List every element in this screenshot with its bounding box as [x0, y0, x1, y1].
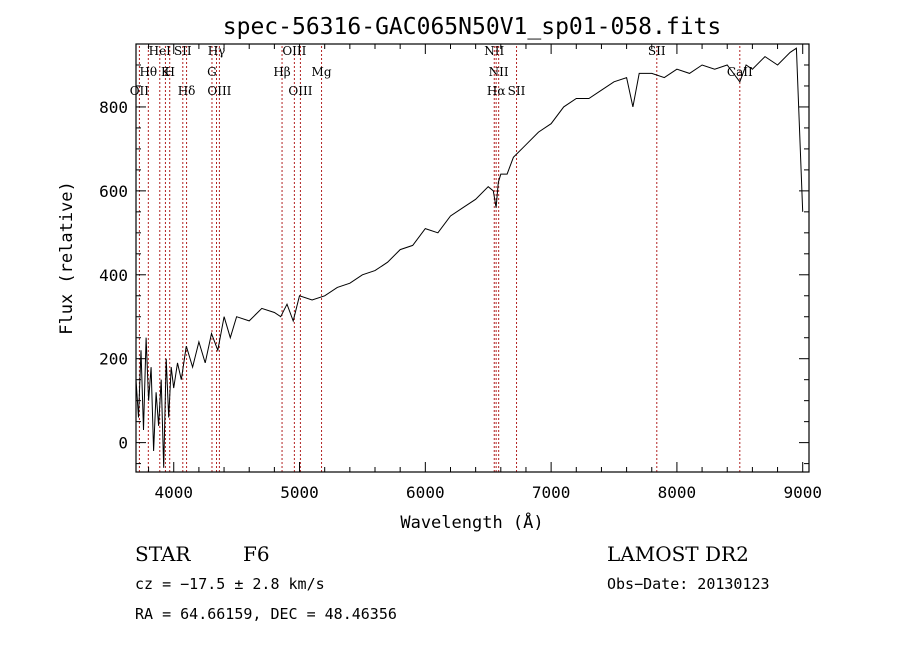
x-tick-label: 4000 — [154, 483, 193, 502]
x-tick-label: 7000 — [532, 483, 571, 502]
survey-release: LAMOST DR2 — [607, 542, 749, 566]
spectral-line-label: OII — [130, 84, 150, 98]
y-tick-label: 0 — [118, 434, 128, 453]
spectral-line-label: NII — [489, 65, 509, 79]
object-subclass: F6 — [243, 542, 270, 566]
spectral-line-label: G — [207, 65, 217, 79]
spectral-line-label: SII — [648, 44, 666, 58]
chart-title: spec-56316-GAC065N50V1_sp01-058.fits — [223, 14, 722, 40]
spectral-line-label: HeI — [149, 44, 172, 58]
spectral-line-label: OIII — [288, 84, 312, 98]
spectral-line-label: Hβ — [273, 65, 290, 79]
flux-spectrum-line — [135, 47, 804, 468]
spectral-line-label: Hδ — [178, 84, 196, 98]
plot-frame — [135, 43, 810, 473]
spectral-line-label: Mg — [312, 65, 332, 79]
x-tick-label: 8000 — [658, 483, 697, 502]
redshift-cz: cz = −17.5 ± 2.8 km/s — [135, 575, 325, 593]
y-tick-label: 400 — [99, 266, 128, 285]
spectral-line-label: OIII — [282, 44, 306, 58]
y-axis-title: Flux (relative) — [57, 181, 77, 335]
x-axis-title: Wavelength (Å) — [400, 511, 543, 533]
spectral-line-label: Hθ — [139, 65, 157, 79]
spectral-line-label: SII — [508, 84, 526, 98]
spectral-line-label: H — [164, 65, 174, 79]
observation-date: Obs−Date: 20130123 — [607, 575, 770, 593]
object-class: STAR — [135, 542, 191, 566]
spectral-line-label: Hγ — [208, 44, 226, 58]
x-tick-label: 6000 — [406, 483, 445, 502]
marker-layer: OIIHθHeIKHSIIHδHγGOIIIHβOIIIOIIIMgNIINII… — [130, 44, 753, 472]
spectral-line-label: SII — [174, 44, 192, 58]
coordinates: RA = 64.66159, DEC = 48.46356 — [135, 605, 397, 623]
y-tick-label: 200 — [99, 350, 128, 369]
spectral-line-label: OIII — [207, 84, 231, 98]
plot-layer — [135, 47, 804, 468]
y-tick-label: 600 — [99, 182, 128, 201]
spectral-line-label: K — [161, 65, 171, 79]
y-tick-label: 800 — [99, 98, 128, 117]
spectral-line-label: CaII — [727, 65, 753, 79]
x-tick-label: 9000 — [783, 483, 822, 502]
spectral-line-label: NII — [484, 44, 504, 58]
axis-layer: 4000 5000 6000 7000 8000 9000 0 200 400 600 800 — [99, 43, 822, 502]
spectral-line-label: Hα — [487, 84, 506, 98]
x-tick-label: 5000 — [280, 483, 319, 502]
